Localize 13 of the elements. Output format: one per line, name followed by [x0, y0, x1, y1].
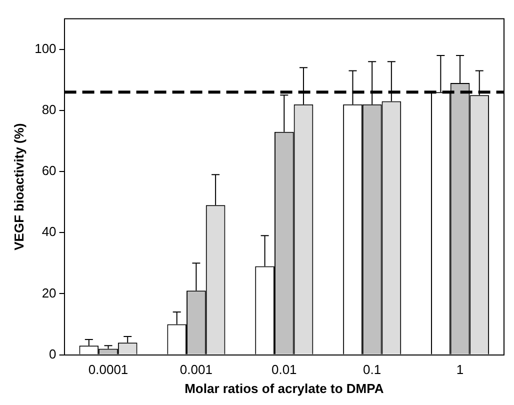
- x-tick-label: 0.1: [363, 362, 382, 378]
- y-tick-label: 80: [42, 102, 56, 118]
- y-tick-label: 100: [34, 40, 56, 56]
- y-tick-label: 60: [42, 163, 56, 178]
- x-tick-label: 1: [456, 362, 464, 378]
- y-tick-label: 0: [49, 346, 56, 362]
- y-tick-label: 20: [42, 285, 56, 300]
- x-tick-label: 0.001: [180, 362, 212, 378]
- x-tick-label: 0.01: [271, 362, 297, 378]
- x-axis-title: Molar ratios of acrylate to DMPA: [184, 380, 384, 396]
- y-axis-title: VEGF bioactivity (%): [11, 123, 26, 250]
- y-tick-label: 40: [42, 224, 56, 240]
- x-tick-label: 0.0001: [88, 362, 128, 378]
